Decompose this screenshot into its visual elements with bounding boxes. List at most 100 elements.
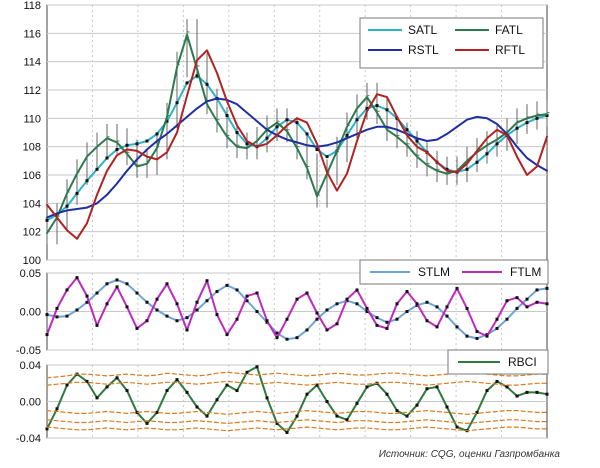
stlm-point	[75, 308, 79, 312]
ftlm-point	[95, 323, 99, 327]
satl-point	[175, 101, 179, 105]
rbci-point	[335, 414, 339, 418]
series-fatl	[46, 33, 548, 235]
stlm-point	[515, 306, 519, 310]
ftlm-point	[175, 302, 179, 306]
satl-point	[365, 106, 369, 110]
legend-box	[359, 17, 544, 69]
stlm-point	[535, 288, 539, 292]
y-tick-label: 102	[23, 227, 41, 239]
satl-point	[125, 143, 129, 147]
satl-point	[95, 167, 99, 171]
stlm-point	[325, 308, 329, 312]
series-upper-band-1	[46, 371, 548, 379]
rbci-point	[275, 421, 279, 425]
ftlm-point	[455, 286, 459, 290]
y-tick-label: 116	[23, 28, 41, 40]
rbci-point	[265, 396, 269, 400]
ftlm-point	[535, 300, 539, 304]
ftlm-point	[475, 330, 479, 334]
legend-label: RFTL	[495, 43, 525, 57]
satl-point	[375, 104, 379, 108]
ftlm-point	[225, 333, 229, 337]
rbci-point	[345, 418, 349, 422]
stlm-point	[445, 314, 449, 318]
legend-label: FTLM	[510, 265, 541, 279]
stlm-point	[225, 283, 229, 287]
rbci-point	[395, 409, 399, 413]
rbci-point	[525, 390, 529, 394]
rbci-point	[115, 376, 119, 380]
rbci-point	[155, 410, 159, 414]
ftlm-point	[375, 323, 379, 327]
stlm-point	[365, 310, 369, 313]
ftlm-point	[115, 285, 119, 289]
rbci-point	[455, 425, 459, 429]
y-tick-label: 104	[23, 198, 41, 210]
satl-point	[185, 81, 189, 85]
stlm-point	[465, 334, 469, 338]
satl-point	[385, 108, 389, 112]
ftlm-point	[545, 302, 549, 306]
y-tick-label: 0.05	[20, 268, 41, 280]
stlm-point	[255, 310, 259, 313]
stlm-point	[105, 282, 109, 286]
series-lower-band-2	[46, 419, 548, 424]
stlm-point	[455, 325, 459, 329]
satl-point	[145, 139, 149, 143]
y-tick-label: 106	[23, 170, 41, 182]
stlm-point	[305, 328, 309, 332]
rbci-point	[235, 389, 239, 393]
ftlm-point	[325, 328, 329, 332]
rbci-point	[475, 410, 479, 414]
ftlm-point	[395, 302, 399, 306]
satl-point	[495, 142, 499, 146]
ftlm-point	[435, 325, 439, 329]
rbci-point	[485, 389, 489, 393]
ftlm-point	[65, 288, 69, 292]
ftlm-point	[145, 319, 149, 323]
ftlm-point	[415, 302, 419, 306]
stlm-point	[355, 302, 359, 306]
stlm-point	[315, 317, 319, 321]
satl-point	[465, 167, 469, 171]
ftlm-point	[335, 322, 339, 326]
stlm-point	[145, 300, 149, 304]
ftlm-point	[165, 282, 169, 286]
rbci-point	[175, 378, 179, 382]
ftlm-point	[265, 319, 269, 323]
stlm-point	[505, 317, 509, 321]
rbci-point	[385, 392, 389, 396]
satl-point	[315, 148, 319, 151]
ftlm-point	[75, 276, 79, 280]
legend-0: SATL FATL RSTL RFTL	[359, 17, 544, 69]
satl-point	[105, 156, 109, 160]
rbci-point	[355, 401, 359, 405]
ftlm-point	[155, 297, 159, 301]
ftlm-point	[465, 306, 469, 310]
rbci-point	[135, 410, 139, 414]
y-tick-label: 110	[23, 113, 41, 125]
satl-point	[355, 118, 359, 122]
ftlm-point	[365, 306, 369, 310]
stlm-point	[195, 308, 199, 312]
ftlm-point	[355, 288, 359, 292]
series-rstl	[46, 97, 548, 219]
ftlm-point	[505, 299, 509, 303]
rbci-point	[505, 385, 509, 389]
ftlm-point	[85, 294, 89, 298]
satl-point	[75, 191, 79, 195]
ftlm-point	[245, 294, 249, 298]
rbci-point	[55, 407, 59, 411]
stlm-point	[405, 310, 409, 313]
rbci-point	[515, 394, 519, 398]
ftlm-point	[215, 313, 219, 317]
stlm-point	[425, 300, 429, 304]
series-upper-band-2	[46, 380, 548, 386]
stlm-point	[185, 316, 189, 320]
rbci-point	[425, 387, 429, 391]
satl-point	[65, 204, 69, 208]
stlm-point	[335, 302, 339, 306]
y-tick-label: 0.00	[20, 307, 41, 319]
stlm-point	[215, 289, 219, 293]
